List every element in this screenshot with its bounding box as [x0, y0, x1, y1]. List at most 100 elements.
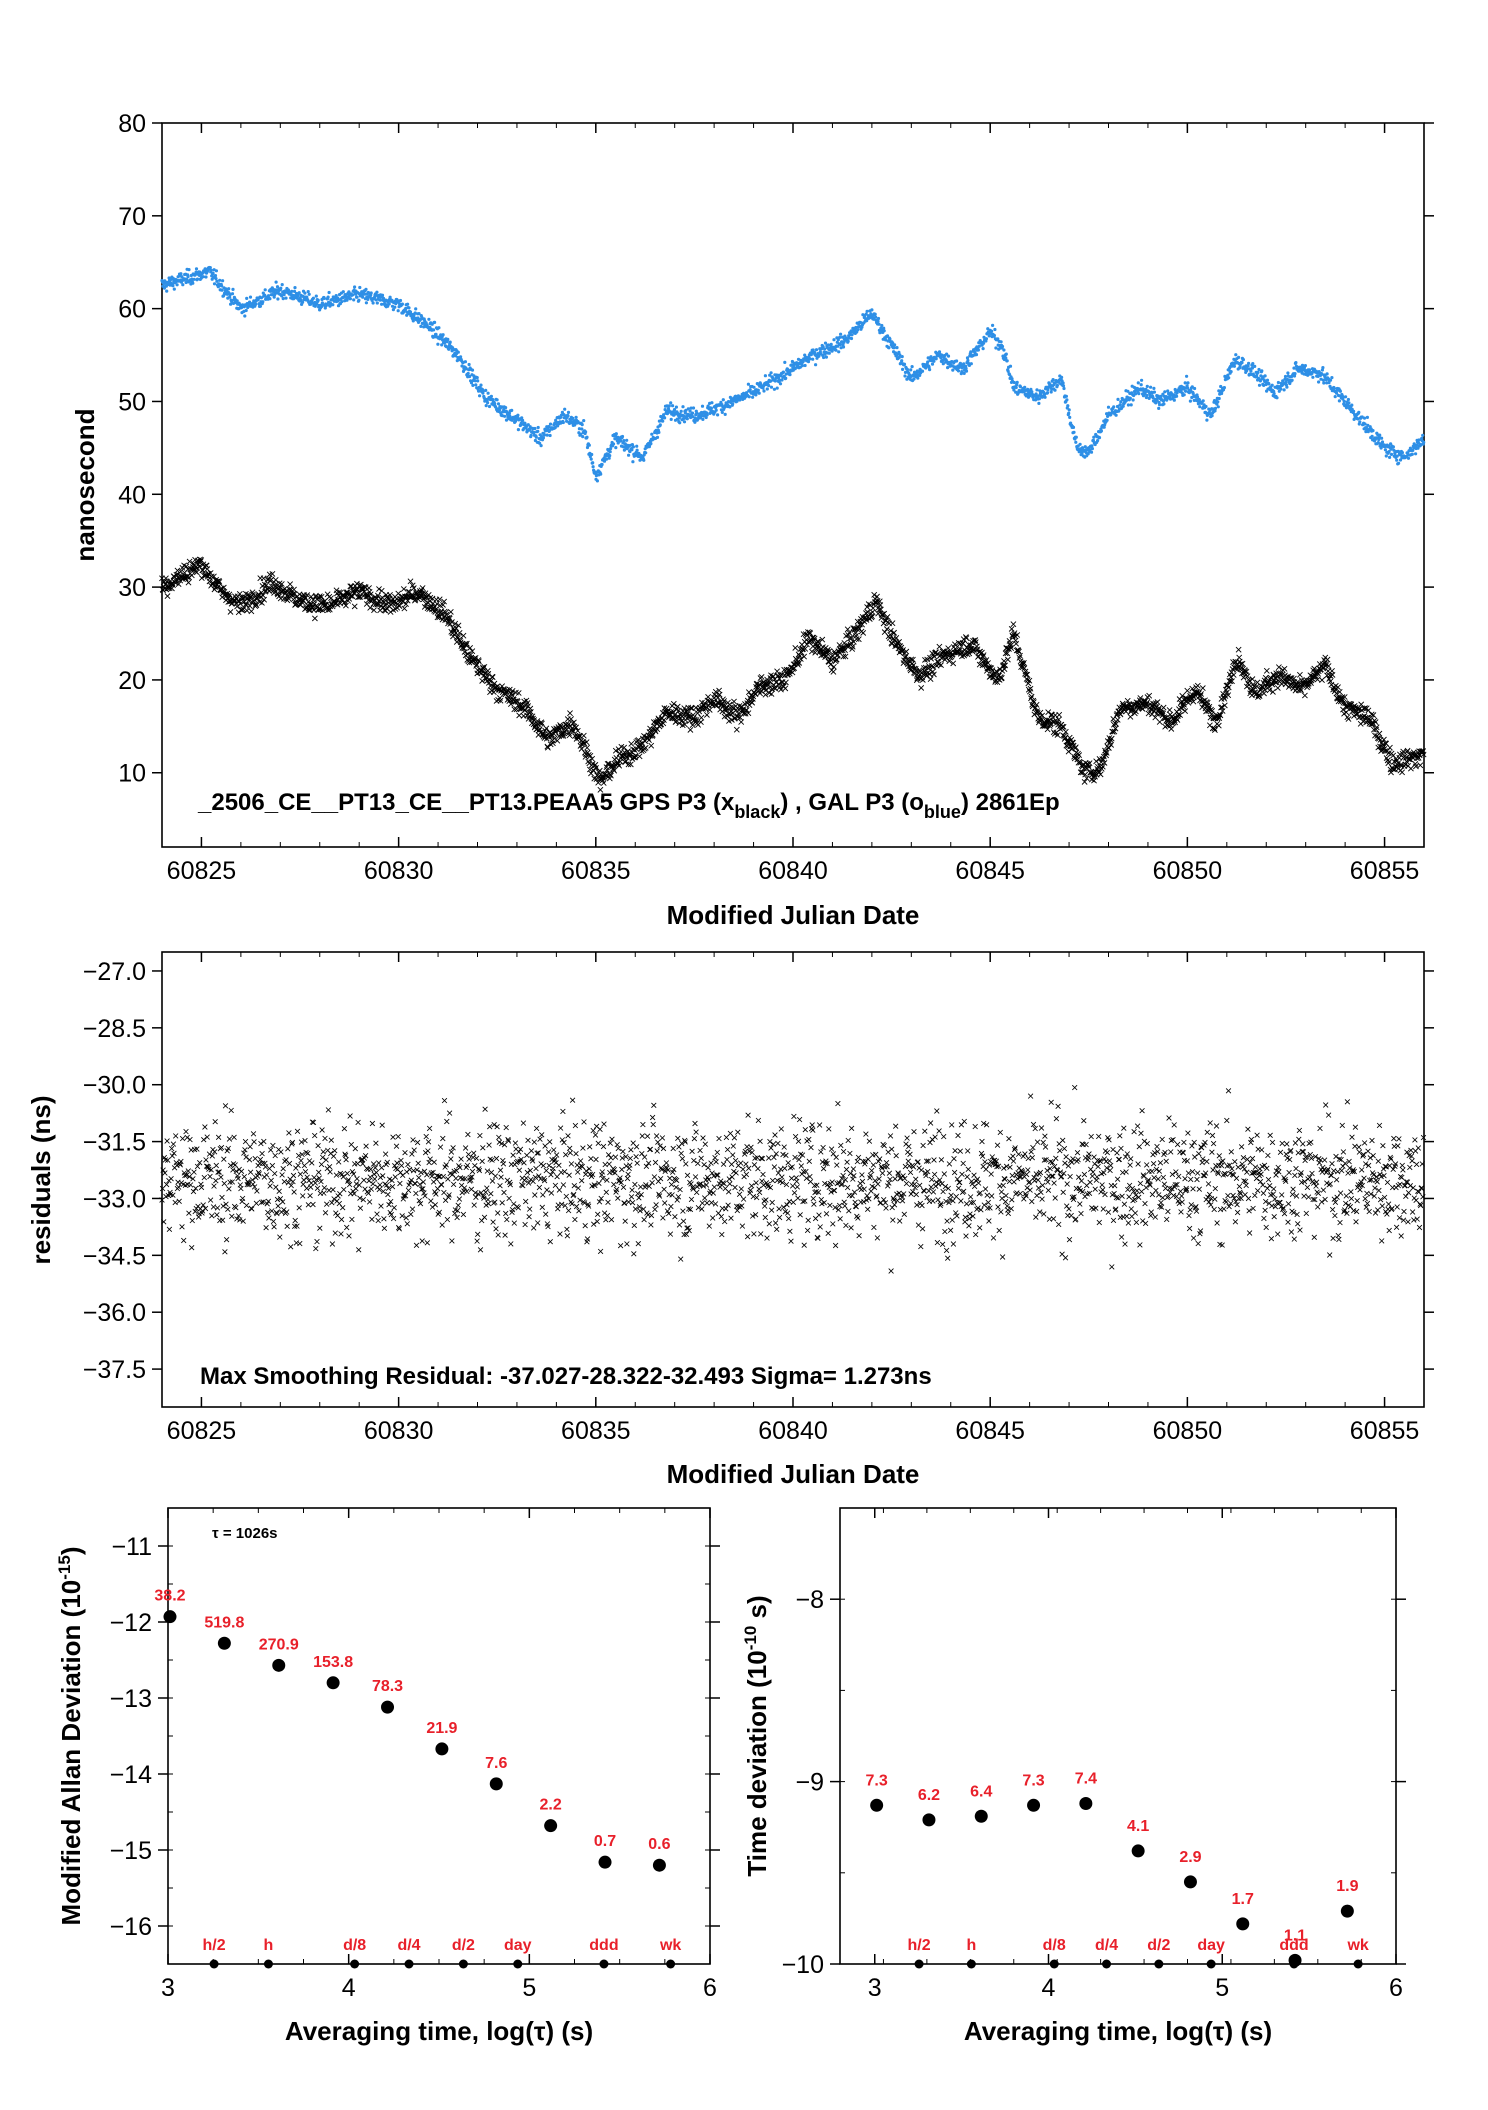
gal-point — [1173, 399, 1176, 402]
gal-point — [903, 374, 906, 377]
gal-point — [649, 442, 652, 445]
gps-point — [585, 745, 590, 750]
gal-point — [631, 460, 634, 463]
gal-point — [546, 434, 549, 437]
gal-point — [467, 372, 470, 375]
gal-point — [1234, 353, 1237, 356]
gal-point — [1338, 399, 1341, 402]
gps-point — [448, 609, 453, 614]
gal-point — [363, 293, 366, 296]
x-tick-label: 60845 — [955, 857, 1025, 885]
gal-point — [1218, 397, 1221, 400]
gal-point — [1249, 369, 1252, 372]
gal-point — [1283, 388, 1286, 391]
x-tick-label: 60835 — [561, 857, 631, 885]
gal-point — [282, 297, 285, 300]
gps-point — [706, 694, 711, 699]
gal-point — [1395, 459, 1398, 462]
gal-point — [1183, 393, 1186, 396]
gal-point — [762, 389, 765, 392]
gal-point — [621, 435, 624, 438]
gal-point — [485, 404, 488, 407]
gps-point — [1400, 770, 1405, 775]
gal-point — [599, 473, 602, 476]
gal-point — [747, 383, 750, 386]
gal-point — [874, 316, 877, 319]
gal-point — [358, 286, 361, 289]
gal-point — [1090, 444, 1093, 447]
gal-point — [731, 402, 734, 405]
x-tick-label: 60855 — [1350, 857, 1420, 885]
gps-point — [1297, 672, 1302, 677]
gal-point — [680, 410, 683, 413]
gal-point — [370, 291, 373, 294]
gal-point — [582, 419, 585, 422]
gps-point — [1387, 745, 1392, 750]
gal-point — [1079, 443, 1082, 446]
gps-point — [1195, 683, 1200, 688]
gal-point — [977, 348, 980, 351]
gal-point — [196, 278, 199, 281]
gal-point — [268, 297, 271, 300]
gal-point — [1310, 372, 1313, 375]
gal-point — [636, 449, 639, 452]
gps-point — [1282, 666, 1287, 671]
gal-point — [468, 363, 471, 366]
gal-point — [921, 370, 924, 373]
gal-point — [1015, 386, 1018, 389]
gal-point — [901, 368, 904, 371]
gal-point — [675, 406, 678, 409]
gal-point — [1291, 379, 1294, 382]
gal-point — [990, 330, 993, 333]
gps-point — [1366, 708, 1371, 713]
gal-point — [279, 287, 282, 290]
gps-point — [312, 616, 317, 621]
gal-point — [609, 450, 612, 453]
gal-point — [1184, 381, 1187, 384]
gal-point — [669, 401, 672, 404]
gal-point — [776, 387, 779, 390]
gal-point — [955, 359, 958, 362]
gal-point — [1357, 411, 1360, 414]
gal-point — [284, 297, 287, 300]
gal-point — [1013, 381, 1016, 384]
gal-point — [1240, 361, 1243, 364]
gal-point — [1185, 375, 1188, 378]
gal-point — [1247, 362, 1250, 365]
gal-point — [1233, 365, 1236, 368]
gal-point — [571, 417, 574, 420]
gal-point — [504, 406, 507, 409]
gps-point — [828, 662, 833, 667]
gps-point — [855, 619, 860, 624]
gal-point — [1293, 372, 1296, 375]
gal-point — [1388, 456, 1391, 459]
gal-point — [1115, 414, 1118, 417]
gal-point — [259, 305, 262, 308]
gal-point — [627, 454, 630, 457]
gal-point — [1363, 417, 1366, 420]
x-tick-label: 60830 — [364, 857, 434, 885]
gal-point — [433, 321, 436, 324]
gal-point — [612, 442, 615, 445]
gal-point — [1053, 389, 1056, 392]
gal-point — [1068, 408, 1071, 411]
gal-point — [549, 434, 552, 437]
gal-point — [625, 439, 628, 442]
gal-point — [563, 408, 566, 411]
gps-point — [1325, 657, 1330, 662]
gal-point — [276, 297, 279, 300]
gal-point — [681, 405, 684, 408]
gps-point — [352, 604, 357, 609]
gal-point — [901, 355, 904, 358]
gps-point — [872, 592, 877, 597]
gal-point — [608, 454, 611, 457]
gal-point — [1264, 374, 1267, 377]
gal-point — [970, 362, 973, 365]
gal-point — [1072, 431, 1075, 434]
gal-point — [757, 389, 760, 392]
gal-point — [590, 453, 593, 456]
gal-point — [691, 412, 694, 415]
gps-point — [1302, 693, 1307, 698]
gal-point — [503, 415, 506, 418]
